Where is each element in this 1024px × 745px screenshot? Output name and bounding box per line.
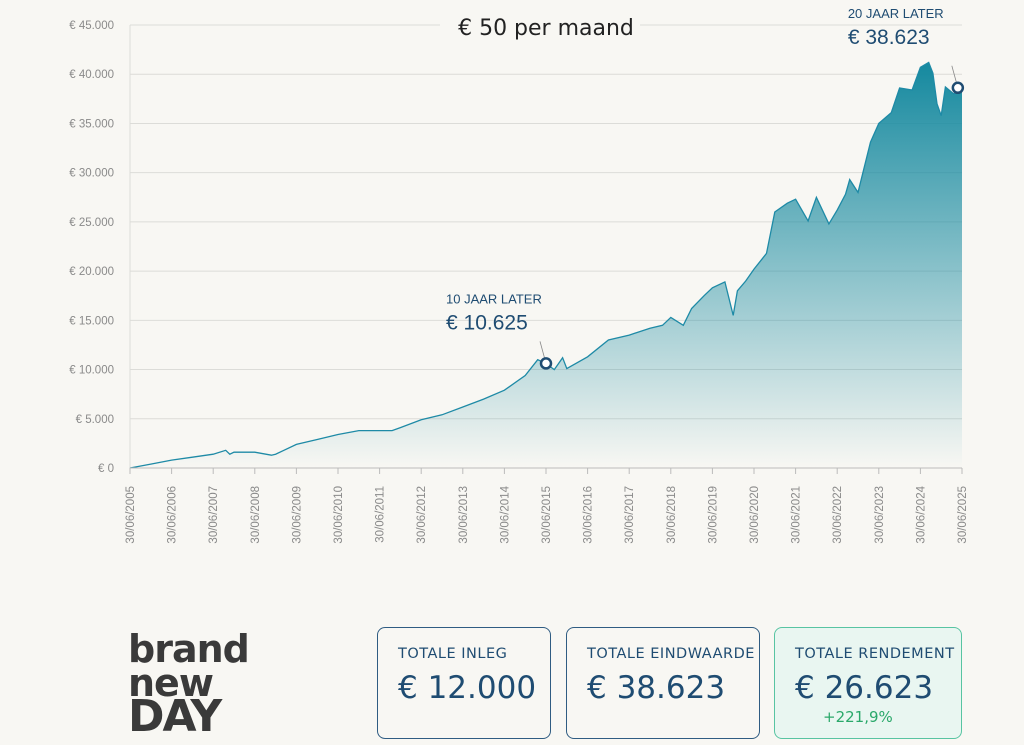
x-tick-label: 30/06/2016 (583, 486, 595, 544)
annotation-marker (539, 357, 553, 370)
y-tick-label: € 15.000 (69, 315, 114, 327)
x-tick-label: 30/06/2013 (458, 486, 470, 544)
card-value: € 26.623 (795, 670, 934, 706)
card-label: TOTALE RENDEMENT (795, 646, 955, 662)
x-tick-label: 30/06/2012 (416, 486, 428, 544)
series-area (130, 62, 962, 469)
x-tick-label: 30/06/2017 (624, 486, 636, 544)
grid-lines (129, 24, 962, 469)
annotation-label: 10 JAAR LATER (446, 291, 542, 306)
x-tick-label: 30/06/2014 (499, 485, 511, 543)
x-tick-label: 30/06/2010 (333, 486, 345, 544)
x-tick-label: 30/06/2009 (291, 486, 303, 544)
x-axis: 30/06/2005 30/06/2006 30/06/2007 30/06/2008… (125, 468, 969, 544)
x-tick-label: 30/06/2018 (666, 486, 678, 544)
card-value: € 12.000 (398, 670, 537, 706)
y-tick-label: € 25.000 (69, 217, 114, 229)
x-tick-label: 30/06/2025 (957, 486, 969, 544)
annotation-value: € 38.623 (848, 26, 930, 49)
x-tick-label: 30/06/2021 (791, 486, 803, 544)
y-tick-label: € 0 (98, 463, 114, 475)
y-tick-label: € 10.000 (69, 365, 114, 377)
x-tick-label: 30/06/2015 (541, 486, 553, 544)
logo-line-1: brand (128, 627, 250, 671)
y-tick-label: € 45.000 (69, 20, 114, 32)
annotation-value: € 10.625 (446, 311, 528, 334)
y-tick-label: € 35.000 (69, 118, 114, 130)
card-label: TOTALE EINDWAARDE (587, 646, 755, 662)
card-value: € 38.623 (587, 670, 726, 706)
x-tick-label: 30/06/2011 (375, 486, 387, 543)
x-tick-label: 30/06/2007 (208, 486, 220, 544)
y-tick-label: € 40.000 (69, 69, 114, 81)
card-totale-inleg: TOTALE INLEG € 12.000 (377, 627, 551, 739)
y-tick-label: € 5.000 (76, 414, 114, 426)
x-tick-label: 30/06/2008 (250, 486, 262, 544)
x-tick-label: 30/06/2020 (749, 486, 761, 544)
x-tick-label: 30/06/2019 (707, 486, 719, 544)
y-axis: € 0 € 5.000 € 10.000 € 15.000 € 20.000 € 25.0… (69, 20, 114, 475)
logo-line-2: new (128, 661, 214, 705)
card-totale-rendement: TOTALE RENDEMENT € 26.623 +221,9% (774, 627, 962, 739)
card-totale-eindwaarde: TOTALE EINDWAARDE € 38.623 (566, 627, 760, 739)
card-label: TOTALE INLEG (398, 646, 508, 662)
series-line (129, 61, 963, 469)
title-backdrop (440, 10, 640, 44)
logo-line-3: DAY (128, 691, 222, 742)
y-tick-label: € 30.000 (69, 168, 114, 180)
x-tick-label: 30/06/2023 (874, 486, 886, 544)
x-tick-label: 30/06/2024 (915, 485, 927, 543)
annotations: 10 JAAR LATER € 10.625 20 JAAR LATER € 38.6… (446, 6, 965, 370)
annotation-label: 20 JAAR LATER (848, 6, 944, 21)
y-tick-label: € 20.000 (69, 266, 114, 278)
x-tick-label: 30/06/2005 (125, 486, 137, 544)
x-tick-label: 30/06/2006 (167, 486, 179, 544)
chart: € 0 € 5.000 € 10.000 € 15.000 € 20.000 € 25.0… (69, 6, 969, 544)
x-tick-label: 30/06/2022 (832, 486, 844, 544)
card-percentage: +221,9% (823, 708, 893, 726)
brand-logo: brand new DAY (128, 627, 258, 742)
chart-title: € 50 per maand (458, 16, 634, 41)
annotation-marker (951, 81, 965, 95)
